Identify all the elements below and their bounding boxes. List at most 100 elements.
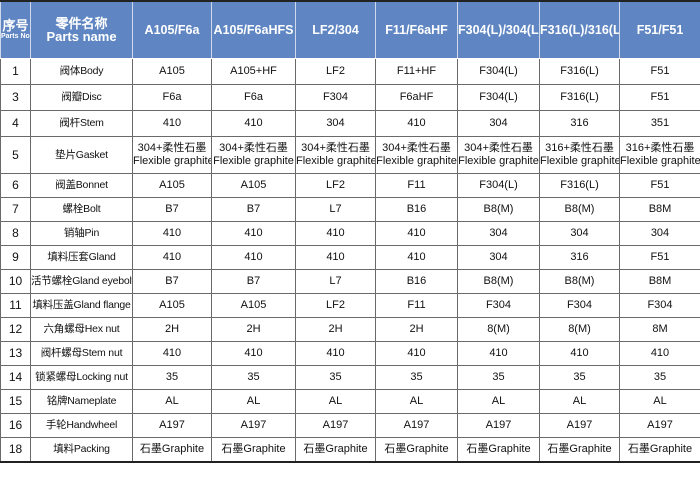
part-number: 4 — [0, 110, 31, 137]
material-cell: AL — [295, 389, 376, 414]
material-cell: 304+柔性石墨 Flexible graphite — [132, 136, 212, 174]
material-line: 304+柔性石墨 — [137, 142, 207, 154]
material-cell: B7 — [132, 197, 212, 222]
material-cell: F304 — [539, 293, 620, 318]
header-material: A105/F6aHFS — [211, 0, 296, 59]
header-material: F11/F6aHF — [375, 0, 458, 59]
part-name: 活节螺栓Gland eyebolt — [30, 269, 133, 294]
table-row: 5 垫片Gasket 304+柔性石墨 Flexible graphite 304+柔性… — [0, 136, 700, 174]
material-cell: 35 — [211, 365, 296, 390]
material-cell: 35 — [295, 365, 376, 390]
material-cell: 35 — [619, 365, 700, 390]
material-cell: B7 — [132, 269, 212, 294]
material-cell: F6a — [211, 84, 296, 111]
material-cell: B8(M) — [539, 197, 620, 222]
part-name: 铭牌Nameplate — [30, 389, 133, 414]
part-name: 锁紧螺母Locking nut — [30, 365, 133, 390]
header-no-en: Parts No. — [1, 33, 31, 40]
material-cell: 35 — [132, 365, 212, 390]
material-line: 304+柔性石墨 — [464, 142, 533, 154]
material-line: 316+柔性石墨 — [625, 142, 695, 154]
material-cell: AL — [211, 389, 296, 414]
header-parts-no: 序号 Parts No. — [0, 0, 31, 59]
material-cell: 石墨Graphite — [457, 437, 540, 463]
material-line: Flexible graphite — [540, 155, 620, 167]
material-cell: 410 — [375, 245, 458, 270]
table-row: 13 阀杆螺母Stem nut 410 410 410 410 410 410 410 — [0, 341, 700, 366]
table-row: 3 阀瓣Disc F6a F6a F304 F6aHF F304(L) F316(L) F51 — [0, 84, 700, 111]
material-line: 316+柔性石墨 — [545, 142, 614, 154]
material-cell: F304 — [457, 293, 540, 318]
material-cell: F304 — [619, 293, 700, 318]
material-cell: 410 — [211, 245, 296, 270]
material-line: Flexible graphite — [620, 155, 700, 167]
material-cell: A105+HF — [211, 58, 296, 85]
table-row: 11 填料压盖Gland flange A105 A105 LF2 F11 F304 F304… — [0, 293, 700, 318]
material-cell: A105 — [211, 293, 296, 318]
material-cell: F11 — [375, 173, 458, 198]
material-cell: AL — [375, 389, 458, 414]
material-cell: B8M — [619, 197, 700, 222]
material-cell: B8(M) — [457, 197, 540, 222]
material-cell: B8M — [619, 269, 700, 294]
material-cell: 石墨Graphite — [211, 437, 296, 463]
material-cell: 316 — [539, 245, 620, 270]
material-cell: F304 — [295, 84, 376, 111]
material-cell: F6a — [132, 84, 212, 111]
header-material: F316(L)/316(L) — [539, 0, 620, 59]
material-cell: F51 — [619, 58, 700, 85]
material-cell: 304+柔性石墨 Flexible graphite — [295, 136, 376, 174]
material-cell: 2H — [375, 317, 458, 342]
table-row: 9 填料压套Gland 410 410 410 410 304 316 F51 — [0, 245, 700, 270]
material-cell: A197 — [457, 413, 540, 438]
material-cell: 351 — [619, 110, 700, 137]
material-cell: 410 — [457, 341, 540, 366]
material-cell: 304+柔性石墨 Flexible graphite — [211, 136, 296, 174]
part-name: 垫片Gasket — [30, 136, 133, 174]
material-cell: 316 — [539, 110, 620, 137]
material-cell: 8M — [619, 317, 700, 342]
material-cell: AL — [457, 389, 540, 414]
material-cell: A105 — [132, 293, 212, 318]
part-name: 手轮Handwheel — [30, 413, 133, 438]
material-line: Flexible graphite — [296, 155, 376, 167]
part-number: 3 — [0, 84, 31, 111]
material-cell: 2H — [132, 317, 212, 342]
material-line: Flexible graphite — [133, 155, 212, 167]
material-cell: 410 — [375, 341, 458, 366]
material-cell: LF2 — [295, 173, 376, 198]
table-row: 15 铭牌Nameplate AL AL AL AL AL AL AL — [0, 389, 700, 414]
material-cell: 304+柔性石墨 Flexible graphite — [375, 136, 458, 174]
table-row: 16 手轮Handwheel A197 A197 A197 A197 A197 A197 A19… — [0, 413, 700, 438]
material-cell: 410 — [132, 341, 212, 366]
material-cell: A105 — [132, 58, 212, 85]
material-cell: A197 — [619, 413, 700, 438]
material-cell: B8(M) — [539, 269, 620, 294]
part-name: 阀杆Stem — [30, 110, 133, 137]
material-cell: 35 — [375, 365, 458, 390]
material-cell: F51 — [619, 173, 700, 198]
material-cell: L7 — [295, 269, 376, 294]
material-cell: F6aHF — [375, 84, 458, 111]
part-number: 15 — [0, 389, 31, 414]
part-number: 9 — [0, 245, 31, 270]
part-number: 7 — [0, 197, 31, 222]
material-cell: 304+柔性石墨 Flexible graphite — [457, 136, 540, 174]
part-number: 13 — [0, 341, 31, 366]
material-cell: 石墨Graphite — [539, 437, 620, 463]
material-cell: 8(M) — [457, 317, 540, 342]
material-cell: F304(L) — [457, 84, 540, 111]
part-name: 填料压盖Gland flange — [30, 293, 133, 318]
material-line: Flexible graphite — [458, 155, 539, 167]
part-number: 14 — [0, 365, 31, 390]
table-row: 6 阀盖Bonnet A105 A105 LF2 F11 F304(L) F316(L) F51 — [0, 173, 700, 198]
header-material: F304(L)/304(L) — [457, 0, 540, 59]
material-cell: 410 — [539, 341, 620, 366]
part-name: 销轴Pin — [30, 221, 133, 246]
material-cell: A197 — [539, 413, 620, 438]
material-cell: 2H — [295, 317, 376, 342]
material-cell: 410 — [211, 110, 296, 137]
material-cell: AL — [132, 389, 212, 414]
material-cell: A105 — [211, 173, 296, 198]
table-row: 18 填料Packing 石墨Graphite 石墨Graphite 石墨Graphit… — [0, 437, 700, 463]
